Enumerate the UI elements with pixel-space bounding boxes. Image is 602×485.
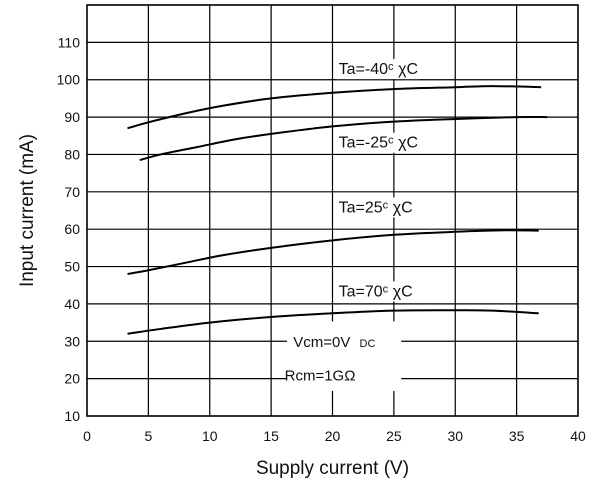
x-tick-label: 15	[263, 428, 279, 444]
x-tick-label: 40	[570, 428, 586, 444]
x-tick-labels: 0 5 10 15 20 25 30 35 40	[83, 428, 586, 444]
series-label-background	[336, 197, 415, 218]
series-line	[139, 115, 548, 162]
y-tick-label: 60	[64, 221, 80, 237]
x-tick-label: 20	[325, 428, 341, 444]
y-tick-label: 40	[64, 296, 80, 312]
series-lines	[127, 85, 548, 335]
y-tick-label: 80	[64, 146, 80, 162]
y-tick-label: 100	[57, 72, 81, 88]
conditions-note-vcm: Vcm=0V	[293, 334, 350, 351]
series-line	[127, 85, 542, 130]
y-tick-label: 20	[64, 371, 80, 387]
conditions-note-rcm: Rcm=1GΩ	[285, 368, 356, 385]
x-tick-label: 0	[83, 428, 91, 444]
x-axis-title: Supply current (V)	[256, 458, 409, 479]
series-line	[127, 309, 539, 335]
y-tick-label: 30	[64, 333, 80, 349]
x-tick-label: 5	[144, 428, 152, 444]
y-tick-label: 50	[64, 259, 80, 275]
series-label-background	[336, 281, 415, 302]
series-label: Ta=-25ᶜ χC	[339, 135, 418, 152]
series-label-background	[336, 59, 421, 80]
x-tick-label: 30	[447, 428, 463, 444]
series-label: Ta=25ᶜ χC	[339, 199, 413, 216]
conditions-note-dc: DC	[360, 338, 376, 350]
y-tick-labels: 10 20 30 40 50 60 70 80 90 100 110	[57, 34, 81, 424]
y-tick-label: 90	[64, 109, 80, 125]
y-tick-label: 10	[64, 408, 80, 424]
conditions-note-background	[287, 321, 402, 391]
series-label: Ta=-40ᶜ χC	[339, 61, 418, 78]
series-label: Ta=70ᶜ χC	[339, 283, 413, 300]
y-tick-label: 70	[64, 184, 80, 200]
x-tick-label: 35	[509, 428, 525, 444]
plot-frame	[86, 4, 579, 417]
y-axis-title: Input current (mA)	[17, 134, 38, 287]
series-line	[127, 229, 539, 276]
y-tick-label: 110	[58, 34, 81, 50]
x-tick-label: 25	[386, 428, 402, 444]
conditions-note: Vcm=0V DC Rcm=1GΩ	[285, 321, 402, 391]
x-tick-label: 10	[202, 428, 218, 444]
series-labels: Ta=-40ᶜ χC Ta=-25ᶜ χC Ta=25ᶜ χC Ta=70ᶜ χC	[336, 59, 421, 302]
series-label-background	[336, 132, 421, 153]
